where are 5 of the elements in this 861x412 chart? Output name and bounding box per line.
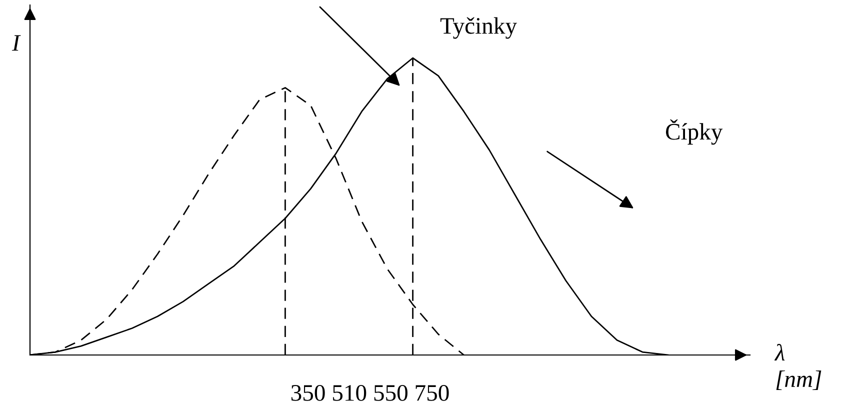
text: Tyčinky [440,17,517,39]
x-axis-title: λ [nm] [774,344,822,390]
text: 350 510 550 750 [291,384,449,401]
annotation: Čípky [666,119,723,145]
y-axis-title: I [12,35,21,51]
